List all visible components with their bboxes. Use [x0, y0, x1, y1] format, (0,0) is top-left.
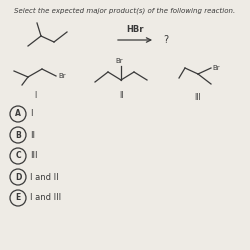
Text: ?: ? — [163, 35, 168, 45]
Text: Br: Br — [212, 65, 220, 71]
Text: I: I — [34, 90, 36, 100]
Text: D: D — [15, 172, 21, 182]
Text: I: I — [30, 110, 32, 118]
Text: C: C — [15, 152, 21, 160]
Text: I and II: I and II — [30, 172, 58, 182]
Text: B: B — [15, 130, 21, 140]
Text: III: III — [30, 152, 38, 160]
Text: II: II — [30, 130, 35, 140]
Text: Select the expected major product(s) of the following reaction.: Select the expected major product(s) of … — [14, 7, 235, 14]
Text: A: A — [15, 110, 21, 118]
Text: II: II — [119, 92, 123, 100]
Text: Br: Br — [58, 73, 66, 79]
Text: E: E — [16, 194, 20, 202]
Text: III: III — [194, 94, 202, 102]
Text: HBr: HBr — [126, 25, 144, 34]
Text: Br: Br — [115, 58, 123, 64]
Text: I and III: I and III — [30, 194, 61, 202]
